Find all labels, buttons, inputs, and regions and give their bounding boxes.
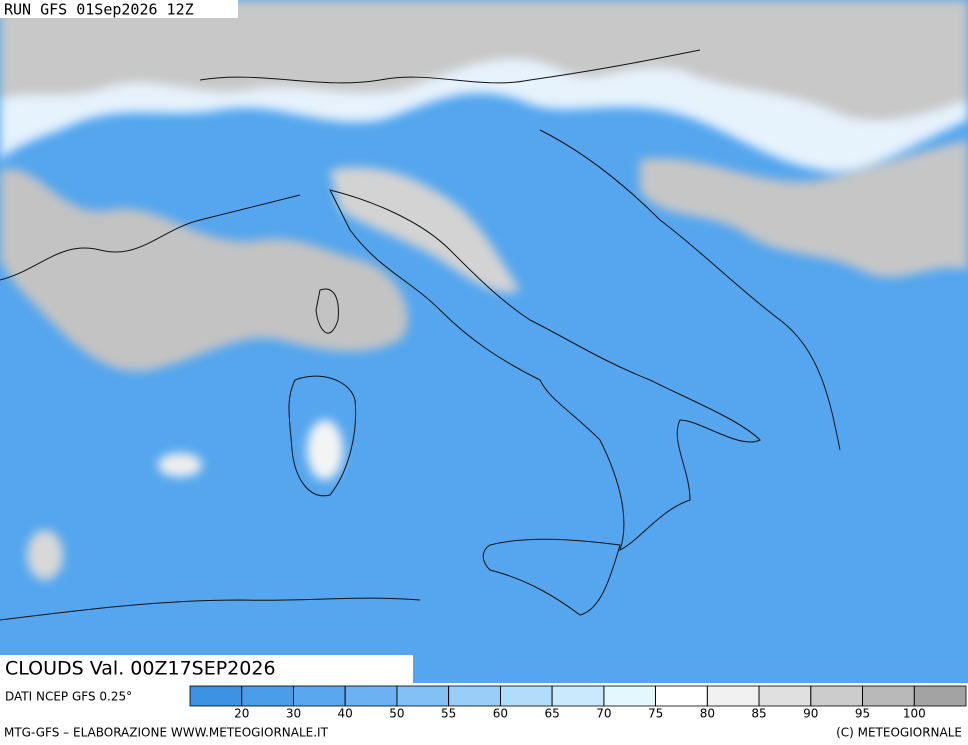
legend-swatch (448, 685, 501, 707)
legend-label: 55 (441, 707, 456, 721)
legend-label: 40 (338, 707, 353, 721)
color-legend: 20 30 40 50 55 60 65 70 75 80 85 90 95 100 (189, 685, 967, 721)
map: RUN GFS 01Sep2026 12Z CLOUDS Val. 00Z17S… (0, 0, 968, 683)
legend-label: 85 (751, 707, 766, 721)
legend-swatch (499, 685, 553, 707)
legend-label: 20 (234, 707, 249, 721)
legend-label: 50 (389, 707, 404, 721)
italy (329, 189, 761, 551)
legend-label: 60 (493, 707, 508, 721)
legend-swatch (706, 685, 760, 707)
sicily (482, 538, 621, 616)
legend-swatch (344, 685, 398, 707)
legend-swatch (758, 685, 812, 707)
caption-box (0, 655, 413, 683)
legend-swatch (241, 685, 294, 707)
legend-label: 100 (903, 707, 926, 721)
cloud-west (0, 168, 408, 372)
coastlines (0, 49, 841, 621)
legend-label: 75 (648, 707, 663, 721)
source: DATI NCEP GFS 0.25° (5, 690, 132, 704)
legend-swatch (655, 685, 708, 707)
run-label: RUN GFS 01Sep2026 12Z (4, 1, 194, 19)
caption: CLOUDS Val. 00Z17SEP2026 (5, 658, 276, 680)
cloud-grey (0, 0, 968, 121)
legend-label: 95 (855, 707, 870, 721)
corsica (315, 288, 339, 334)
legend-swatch (293, 685, 346, 707)
legend-label: 70 (596, 707, 611, 721)
footer-left: MTG-GFS – ELABORAZIONE WWW.METEOGIORNALE… (4, 726, 329, 740)
legend-swatch (551, 685, 605, 707)
cloud-islands (27, 530, 63, 580)
cloud-fields (0, 0, 968, 580)
cloud-patch (158, 453, 202, 477)
borders (199, 49, 701, 84)
legend-swatch (913, 685, 967, 707)
cloud-sardinia (307, 420, 343, 480)
run-box (0, 0, 238, 18)
legend-label: 80 (700, 707, 715, 721)
legend-swatch (189, 685, 243, 707)
legend-swatch (862, 685, 915, 707)
legend-label: 65 (544, 707, 559, 721)
adriatic-east (539, 129, 841, 451)
legend-swatch (810, 685, 863, 707)
legend-label: 30 (286, 707, 301, 721)
footer-right: (C) METEOGIORNALE (836, 726, 962, 740)
legend-swatch (603, 685, 656, 707)
africa-coast (0, 597, 421, 621)
sardinia (288, 375, 357, 497)
cloud-balkans (640, 140, 968, 278)
france-coast (0, 194, 301, 281)
legend-swatch (396, 685, 450, 707)
legend-label: 90 (803, 707, 818, 721)
